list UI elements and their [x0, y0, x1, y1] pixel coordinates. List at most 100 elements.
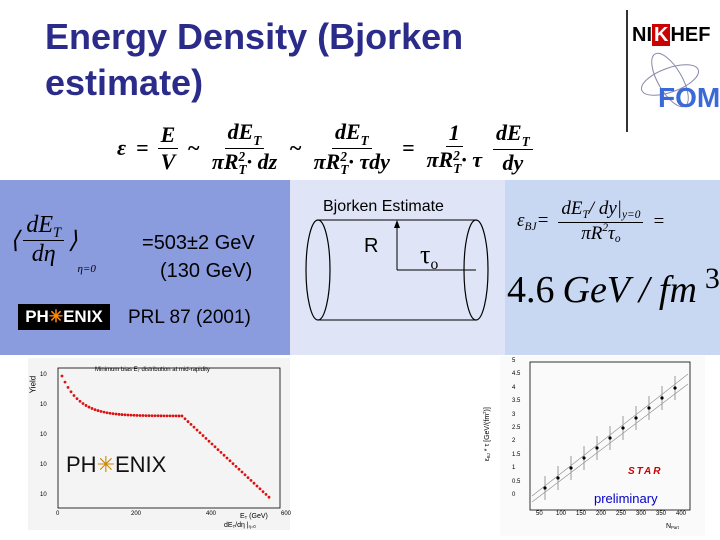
decor-dot: [99, 410, 103, 413]
math-text: dE: [334, 119, 361, 145]
fraction: dE T / dy| y=0 πR 2 τ o: [558, 198, 644, 246]
star-frame: [529, 361, 691, 511]
math-text: Minimum bias E: [95, 367, 138, 374]
tick-label: 350: [656, 511, 667, 517]
denominator: πR 2 T · τ: [424, 147, 486, 175]
tick-label: 600: [281, 511, 292, 517]
subscript: T: [253, 133, 262, 149]
decor-dot: [171, 414, 175, 418]
denominator: V: [158, 149, 179, 175]
decor-dot: [102, 410, 106, 414]
math-text: =: [536, 210, 550, 232]
plot-footer: dE T/dη | η=0: [224, 521, 256, 529]
phenix-logo: PH✳ENIX: [66, 452, 166, 478]
decor-dot: [117, 412, 121, 416]
decor-dot: [141, 414, 145, 417]
subscript: T: [521, 134, 530, 150]
tick-label: 0.5: [512, 478, 521, 485]
decor-dot: [237, 467, 241, 471]
script-box: η=0: [249, 521, 256, 529]
superscript: 2: [340, 149, 347, 165]
decor-dot: [267, 495, 271, 499]
math-text: πR: [211, 148, 239, 174]
math-text: τ: [608, 222, 615, 244]
result-panel: [505, 180, 720, 355]
script-box: BJ: [525, 211, 537, 234]
denominator: πR 2 T · τdy: [311, 149, 393, 177]
star-plot: [500, 356, 705, 536]
spacer: [53, 212, 61, 226]
plot-title: Minimum bias E T distribution at mid-rap…: [95, 366, 210, 373]
script-box: y=0: [622, 199, 640, 222]
math-text: πR: [426, 147, 454, 173]
result-formula: ε BJ = dE T / dy| y=0 πR 2 τ o =: [512, 182, 670, 262]
panel-title: Bjorken Estimate: [323, 198, 444, 215]
tick-label: 5: [512, 358, 516, 364]
superscript: 3: [704, 262, 720, 295]
decor-dot: [66, 385, 70, 389]
tick-label: 4.5: [512, 371, 521, 378]
logo-text: PH: [66, 452, 97, 477]
decor-dot: [108, 411, 112, 415]
script-box: 2: [482, 412, 491, 414]
script-box: Part: [671, 522, 679, 530]
tick-label: 10: [40, 372, 47, 378]
subscript: T: [453, 161, 462, 177]
decor-dot: [243, 473, 247, 477]
decor-dot: [135, 413, 139, 417]
decor-dot: [156, 414, 160, 418]
subscript: BJ: [524, 221, 537, 234]
subscript: T: [53, 225, 62, 242]
script-box: o: [615, 223, 621, 246]
decor-dot: [105, 411, 109, 415]
script-box: T: [245, 512, 248, 520]
math-text: dE: [561, 198, 583, 220]
decor-dot: [168, 414, 172, 418]
numerator: E: [157, 122, 179, 149]
math-text: ε: [117, 135, 127, 160]
phenix-value: =503±2 GeV: [142, 232, 255, 255]
nikhef-logo: NI K HEF: [632, 24, 710, 47]
decor-dot: [240, 470, 244, 474]
tick-label: 1.5: [512, 451, 521, 458]
preliminary-note: preliminary: [594, 491, 658, 506]
decor-dot: [138, 414, 142, 417]
numerator: dE T: [23, 212, 65, 242]
tick-label: 1: [512, 465, 516, 472]
decor-dot: [246, 476, 250, 479]
tick-label: 10: [40, 402, 47, 408]
decor-dot: [60, 374, 64, 378]
decor-dot: [608, 436, 612, 440]
math-text: ε: [517, 210, 525, 232]
tick-label: 300: [636, 511, 647, 517]
decor-dot: [228, 459, 232, 463]
decor-dot: [210, 442, 214, 446]
subscript: y=0: [621, 209, 641, 222]
math-text: )]: [483, 407, 491, 412]
tick-label: 200: [596, 511, 607, 517]
script-box: o: [430, 241, 438, 272]
decor-dot: [153, 414, 157, 418]
tick-label: 3.5: [512, 398, 521, 405]
operator: ~: [289, 135, 302, 161]
logo-text: K: [652, 24, 671, 46]
plot-ylabel: Yield: [28, 375, 38, 394]
decor-dot: [96, 409, 100, 412]
decor-dot: [634, 416, 638, 420]
tick-label: 250: [616, 511, 627, 517]
script-box: T: [582, 199, 588, 222]
bracket: ⟨: [10, 227, 20, 254]
logo-star: ✳: [48, 307, 64, 326]
numerator: dE T: [331, 119, 372, 149]
decor-dot: [222, 453, 226, 457]
decor-dot: [192, 425, 196, 429]
spectrum-frame: [57, 367, 281, 509]
denominator: dη: [29, 241, 59, 268]
superscript: 2: [238, 149, 246, 165]
math-text: 1: [448, 120, 460, 146]
math-text: πR: [313, 148, 341, 174]
